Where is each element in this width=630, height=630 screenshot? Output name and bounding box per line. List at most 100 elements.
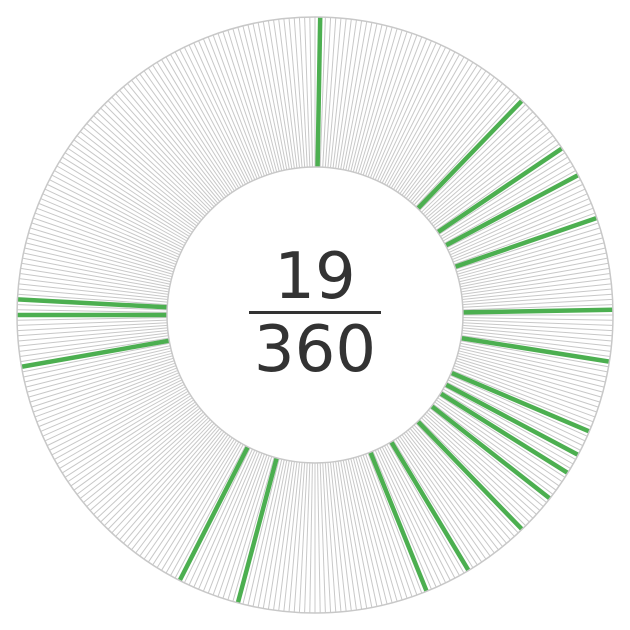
spoke-highlighted xyxy=(462,307,613,315)
spoke xyxy=(461,335,611,357)
spoke xyxy=(460,340,609,368)
spoke xyxy=(462,329,612,347)
spoke xyxy=(428,123,544,221)
spoke xyxy=(403,432,495,554)
spoke xyxy=(324,17,337,168)
spoke xyxy=(273,19,295,169)
spoke xyxy=(188,448,253,586)
spoke xyxy=(20,337,169,363)
spoke xyxy=(193,449,256,588)
spoke xyxy=(38,369,178,428)
spoke xyxy=(123,86,221,202)
spoke xyxy=(437,397,563,483)
spoke xyxy=(19,278,169,298)
spoke xyxy=(352,27,393,173)
spoke xyxy=(347,24,383,171)
spoke xyxy=(227,456,273,601)
spoke xyxy=(393,62,474,190)
spoke xyxy=(407,429,503,547)
spoke xyxy=(119,89,219,204)
spoke xyxy=(23,345,171,378)
spoke xyxy=(24,347,171,383)
spoke xyxy=(33,362,176,413)
spoke xyxy=(131,79,225,199)
spoke xyxy=(452,367,594,423)
spoke xyxy=(386,444,460,576)
spoke xyxy=(252,23,285,171)
spoke xyxy=(454,362,597,413)
spoke xyxy=(93,413,206,515)
spoke xyxy=(453,365,596,418)
spoke xyxy=(298,17,308,168)
spoke xyxy=(390,59,469,189)
spoke xyxy=(119,426,219,541)
spoke xyxy=(79,405,199,499)
spoke xyxy=(397,67,483,193)
spoke xyxy=(401,73,491,196)
spoke xyxy=(17,319,168,326)
spoke xyxy=(429,407,547,503)
spoke xyxy=(17,304,168,311)
spoke xyxy=(324,462,337,613)
spoke xyxy=(19,335,169,357)
spoke xyxy=(89,411,204,511)
spoke xyxy=(462,317,613,321)
spoke xyxy=(455,222,599,270)
spoke xyxy=(29,227,174,273)
spoke xyxy=(457,355,602,398)
spoke xyxy=(18,288,168,303)
spoke xyxy=(19,332,169,352)
spoke xyxy=(435,143,560,231)
spoke xyxy=(446,179,581,249)
spoke xyxy=(444,170,576,244)
spoke xyxy=(278,461,298,611)
spoke xyxy=(42,193,181,256)
spoke xyxy=(460,342,608,373)
spoke xyxy=(319,17,326,168)
spoke xyxy=(293,17,306,168)
spoke xyxy=(44,188,182,253)
spoke xyxy=(283,18,301,168)
spoke xyxy=(198,40,258,179)
spoke xyxy=(407,83,503,201)
spoke xyxy=(409,86,507,202)
spoke xyxy=(183,447,251,584)
spoke xyxy=(441,161,571,240)
spoke xyxy=(377,448,442,586)
spoke xyxy=(360,31,408,175)
spoke xyxy=(103,419,211,527)
spoke xyxy=(212,453,265,596)
spoke xyxy=(179,49,249,184)
spoke xyxy=(156,440,237,568)
spoke xyxy=(257,460,288,608)
spoke-highlighted xyxy=(439,391,569,475)
spoke xyxy=(309,17,313,168)
spoke xyxy=(49,179,184,249)
fraction-denominator: 360 xyxy=(253,313,377,387)
fraction-bar xyxy=(249,311,381,314)
spoke xyxy=(212,34,265,177)
spoke xyxy=(357,29,403,174)
spoke xyxy=(411,426,511,541)
spoke xyxy=(419,103,527,211)
spoke xyxy=(355,28,398,173)
spoke-highlighted xyxy=(450,370,591,434)
spoke xyxy=(372,40,432,179)
spoke xyxy=(28,232,173,275)
spoke xyxy=(64,152,192,235)
ring-spokes xyxy=(17,17,613,613)
spoke xyxy=(347,459,383,606)
spoke xyxy=(438,395,566,478)
spoke xyxy=(62,393,190,474)
spoke xyxy=(456,357,601,403)
spoke xyxy=(438,152,566,235)
spoke xyxy=(188,44,253,182)
spoke-highlighted xyxy=(389,440,471,572)
spoke-highlighted xyxy=(21,338,170,369)
spoke xyxy=(462,327,612,342)
spoke xyxy=(317,462,321,613)
spoke xyxy=(379,447,447,584)
spoke xyxy=(278,19,298,169)
spoke xyxy=(458,350,605,388)
spoke xyxy=(451,198,590,258)
